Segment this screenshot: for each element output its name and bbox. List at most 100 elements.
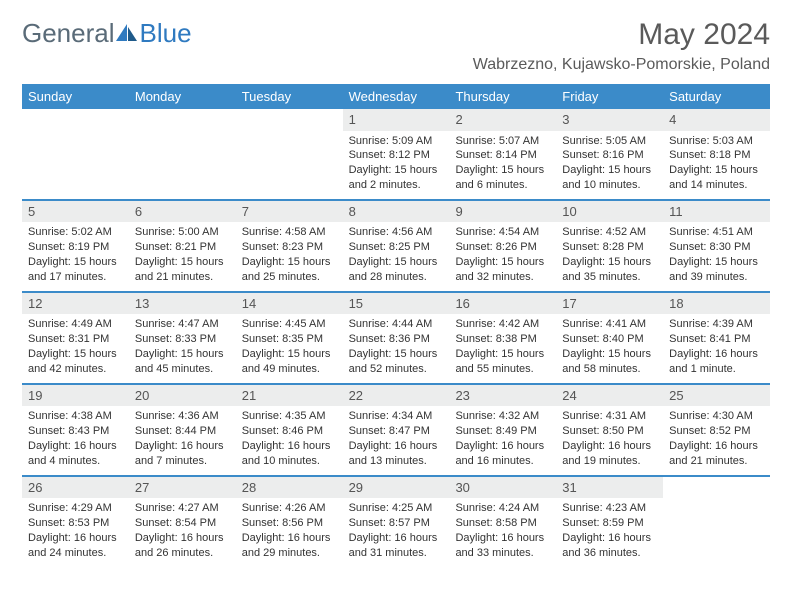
sunrise-text: Sunrise: 5:05 AM	[562, 134, 657, 149]
day-cell: 13Sunrise: 4:47 AMSunset: 8:33 PMDayligh…	[129, 293, 236, 383]
daylight-text: Daylight: 15 hours and 6 minutes.	[455, 163, 550, 193]
day-body: Sunrise: 4:38 AMSunset: 8:43 PMDaylight:…	[22, 406, 129, 474]
sunrise-text: Sunrise: 4:32 AM	[455, 409, 550, 424]
daylight-text: Daylight: 16 hours and 1 minute.	[669, 347, 764, 377]
daylight-text: Daylight: 15 hours and 45 minutes.	[135, 347, 230, 377]
day-body: Sunrise: 4:47 AMSunset: 8:33 PMDaylight:…	[129, 314, 236, 382]
day-cell: 3Sunrise: 5:05 AMSunset: 8:16 PMDaylight…	[556, 109, 663, 199]
sunset-text: Sunset: 8:52 PM	[669, 424, 764, 439]
day-number: 20	[129, 385, 236, 407]
week-row: 1Sunrise: 5:09 AMSunset: 8:12 PMDaylight…	[22, 109, 770, 201]
day-number: 15	[343, 293, 450, 315]
day-number: 5	[22, 201, 129, 223]
day-cell: 4Sunrise: 5:03 AMSunset: 8:18 PMDaylight…	[663, 109, 770, 199]
day-cell: 30Sunrise: 4:24 AMSunset: 8:58 PMDayligh…	[449, 477, 556, 567]
day-body: Sunrise: 4:36 AMSunset: 8:44 PMDaylight:…	[129, 406, 236, 474]
daylight-text: Daylight: 15 hours and 55 minutes.	[455, 347, 550, 377]
daylight-text: Daylight: 16 hours and 10 minutes.	[242, 439, 337, 469]
sunrise-text: Sunrise: 4:26 AM	[242, 501, 337, 516]
month-title: May 2024	[473, 18, 770, 52]
sunrise-text: Sunrise: 5:09 AM	[349, 134, 444, 149]
sunrise-text: Sunrise: 5:00 AM	[135, 225, 230, 240]
sunset-text: Sunset: 8:53 PM	[28, 516, 123, 531]
sunset-text: Sunset: 8:14 PM	[455, 148, 550, 163]
day-number: 13	[129, 293, 236, 315]
logo-sail-icon	[116, 24, 138, 42]
calendar: SundayMondayTuesdayWednesdayThursdayFrid…	[22, 84, 770, 567]
daylight-text: Daylight: 16 hours and 7 minutes.	[135, 439, 230, 469]
day-cell: 22Sunrise: 4:34 AMSunset: 8:47 PMDayligh…	[343, 385, 450, 475]
header: General Blue May 2024 Wabrzezno, Kujawsk…	[22, 18, 770, 74]
daylight-text: Daylight: 16 hours and 33 minutes.	[455, 531, 550, 561]
day-cell: 31Sunrise: 4:23 AMSunset: 8:59 PMDayligh…	[556, 477, 663, 567]
logo: General Blue	[22, 18, 192, 49]
sunset-text: Sunset: 8:57 PM	[349, 516, 444, 531]
sunset-text: Sunset: 8:58 PM	[455, 516, 550, 531]
day-body: Sunrise: 4:51 AMSunset: 8:30 PMDaylight:…	[663, 222, 770, 290]
day-header-cell: Monday	[129, 84, 236, 109]
sunrise-text: Sunrise: 4:47 AM	[135, 317, 230, 332]
day-cell: 19Sunrise: 4:38 AMSunset: 8:43 PMDayligh…	[22, 385, 129, 475]
sunset-text: Sunset: 8:26 PM	[455, 240, 550, 255]
week-row: 26Sunrise: 4:29 AMSunset: 8:53 PMDayligh…	[22, 477, 770, 567]
day-body: Sunrise: 4:30 AMSunset: 8:52 PMDaylight:…	[663, 406, 770, 474]
location: Wabrzezno, Kujawsko-Pomorskie, Poland	[473, 56, 770, 74]
day-number: 4	[663, 109, 770, 131]
sunset-text: Sunset: 8:25 PM	[349, 240, 444, 255]
daylight-text: Daylight: 16 hours and 16 minutes.	[455, 439, 550, 469]
sunset-text: Sunset: 8:30 PM	[669, 240, 764, 255]
sunrise-text: Sunrise: 4:52 AM	[562, 225, 657, 240]
day-body: Sunrise: 4:52 AMSunset: 8:28 PMDaylight:…	[556, 222, 663, 290]
daylight-text: Daylight: 15 hours and 25 minutes.	[242, 255, 337, 285]
sunrise-text: Sunrise: 4:44 AM	[349, 317, 444, 332]
day-number: 21	[236, 385, 343, 407]
sunrise-text: Sunrise: 4:23 AM	[562, 501, 657, 516]
day-number: 7	[236, 201, 343, 223]
sunset-text: Sunset: 8:46 PM	[242, 424, 337, 439]
day-cell: 17Sunrise: 4:41 AMSunset: 8:40 PMDayligh…	[556, 293, 663, 383]
daylight-text: Daylight: 15 hours and 35 minutes.	[562, 255, 657, 285]
daylight-text: Daylight: 16 hours and 4 minutes.	[28, 439, 123, 469]
sunset-text: Sunset: 8:21 PM	[135, 240, 230, 255]
logo-text-1: General	[22, 18, 115, 49]
day-body: Sunrise: 4:32 AMSunset: 8:49 PMDaylight:…	[449, 406, 556, 474]
day-body: Sunrise: 4:35 AMSunset: 8:46 PMDaylight:…	[236, 406, 343, 474]
day-body: Sunrise: 4:41 AMSunset: 8:40 PMDaylight:…	[556, 314, 663, 382]
day-number: 29	[343, 477, 450, 499]
sunset-text: Sunset: 8:44 PM	[135, 424, 230, 439]
day-number: 8	[343, 201, 450, 223]
day-cell: 23Sunrise: 4:32 AMSunset: 8:49 PMDayligh…	[449, 385, 556, 475]
sunset-text: Sunset: 8:23 PM	[242, 240, 337, 255]
day-number: 17	[556, 293, 663, 315]
daylight-text: Daylight: 16 hours and 29 minutes.	[242, 531, 337, 561]
day-number: 12	[22, 293, 129, 315]
day-body: Sunrise: 4:45 AMSunset: 8:35 PMDaylight:…	[236, 314, 343, 382]
sunrise-text: Sunrise: 4:45 AM	[242, 317, 337, 332]
day-body: Sunrise: 5:02 AMSunset: 8:19 PMDaylight:…	[22, 222, 129, 290]
day-cell: 20Sunrise: 4:36 AMSunset: 8:44 PMDayligh…	[129, 385, 236, 475]
sunset-text: Sunset: 8:19 PM	[28, 240, 123, 255]
day-number: 6	[129, 201, 236, 223]
daylight-text: Daylight: 15 hours and 17 minutes.	[28, 255, 123, 285]
day-cell: 18Sunrise: 4:39 AMSunset: 8:41 PMDayligh…	[663, 293, 770, 383]
day-number: 19	[22, 385, 129, 407]
day-cell	[663, 477, 770, 567]
sunrise-text: Sunrise: 4:30 AM	[669, 409, 764, 424]
title-block: May 2024 Wabrzezno, Kujawsko-Pomorskie, …	[473, 18, 770, 74]
sunset-text: Sunset: 8:54 PM	[135, 516, 230, 531]
week-row: 19Sunrise: 4:38 AMSunset: 8:43 PMDayligh…	[22, 385, 770, 477]
sunset-text: Sunset: 8:35 PM	[242, 332, 337, 347]
sunrise-text: Sunrise: 4:35 AM	[242, 409, 337, 424]
day-body: Sunrise: 5:05 AMSunset: 8:16 PMDaylight:…	[556, 131, 663, 199]
day-header-cell: Wednesday	[343, 84, 450, 109]
day-number: 3	[556, 109, 663, 131]
day-cell: 5Sunrise: 5:02 AMSunset: 8:19 PMDaylight…	[22, 201, 129, 291]
daylight-text: Daylight: 16 hours and 21 minutes.	[669, 439, 764, 469]
sunset-text: Sunset: 8:47 PM	[349, 424, 444, 439]
day-number: 24	[556, 385, 663, 407]
day-body: Sunrise: 4:26 AMSunset: 8:56 PMDaylight:…	[236, 498, 343, 566]
day-body: Sunrise: 4:34 AMSunset: 8:47 PMDaylight:…	[343, 406, 450, 474]
day-number: 30	[449, 477, 556, 499]
logo-text-2: Blue	[140, 18, 192, 49]
daylight-text: Daylight: 15 hours and 49 minutes.	[242, 347, 337, 377]
